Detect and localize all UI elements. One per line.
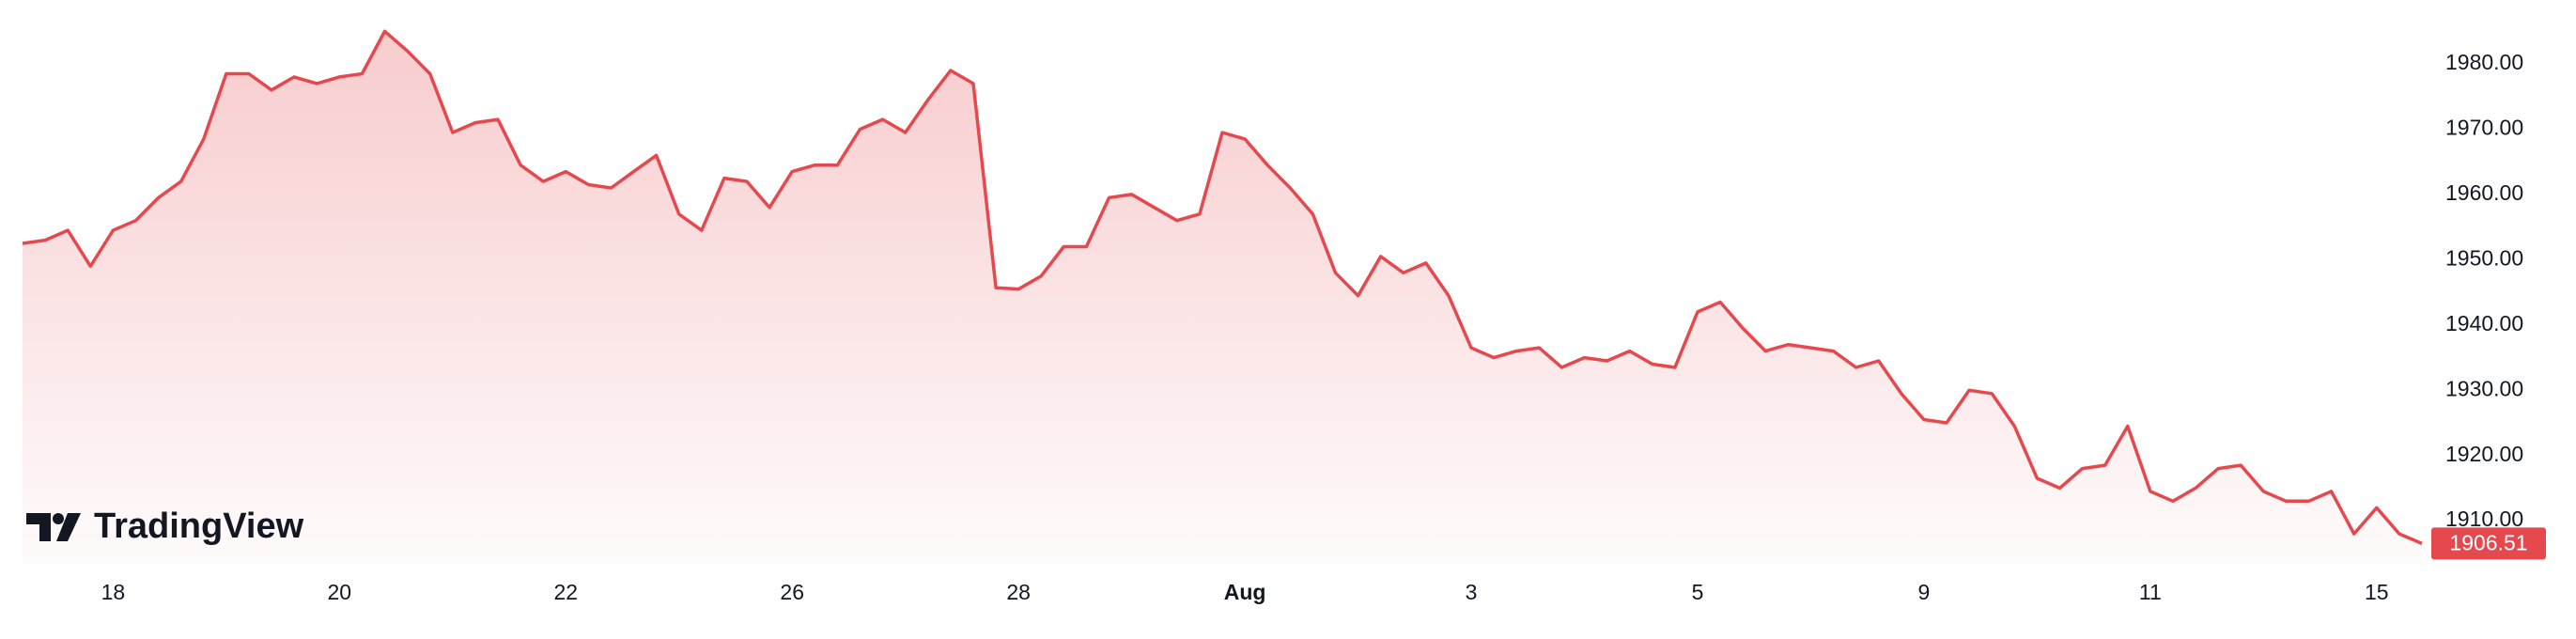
x-tick-label: 3 [1466,580,1478,604]
y-tick-label: 1960.00 [2445,180,2523,205]
y-tick-label: 1980.00 [2445,50,2523,74]
y-tick-label: 1970.00 [2445,116,2523,140]
y-tick-label: 1930.00 [2445,376,2523,400]
y-tick-label: 1920.00 [2445,442,2523,466]
x-tick-label: 9 [1918,580,1931,604]
y-tick-label: 1950.00 [2445,245,2523,270]
x-tick-label: 15 [2365,580,2389,604]
x-tick-label: Aug [1224,580,1266,604]
x-tick-label: 26 [780,580,804,604]
logo-icon [26,513,51,541]
x-tick-label: 11 [2139,580,2162,604]
x-tick-label: 20 [328,580,352,604]
x-tick-label: 28 [1006,580,1031,604]
x-tick-label: 18 [101,580,126,604]
logo-icon [53,513,64,524]
logo: TradingView [26,507,304,546]
logo-icon [56,513,81,541]
y-tick-label: 1940.00 [2445,311,2523,335]
last-price-label: 1906.51 [2449,530,2527,554]
logo-text: TradingView [94,507,304,546]
line [22,29,2423,546]
y-tick-label: 1910.00 [2445,507,2523,531]
x-tick-label: 22 [553,580,578,604]
x-tick-label: 5 [1692,580,1704,604]
last-price-box [2431,527,2546,560]
area [23,31,2422,565]
